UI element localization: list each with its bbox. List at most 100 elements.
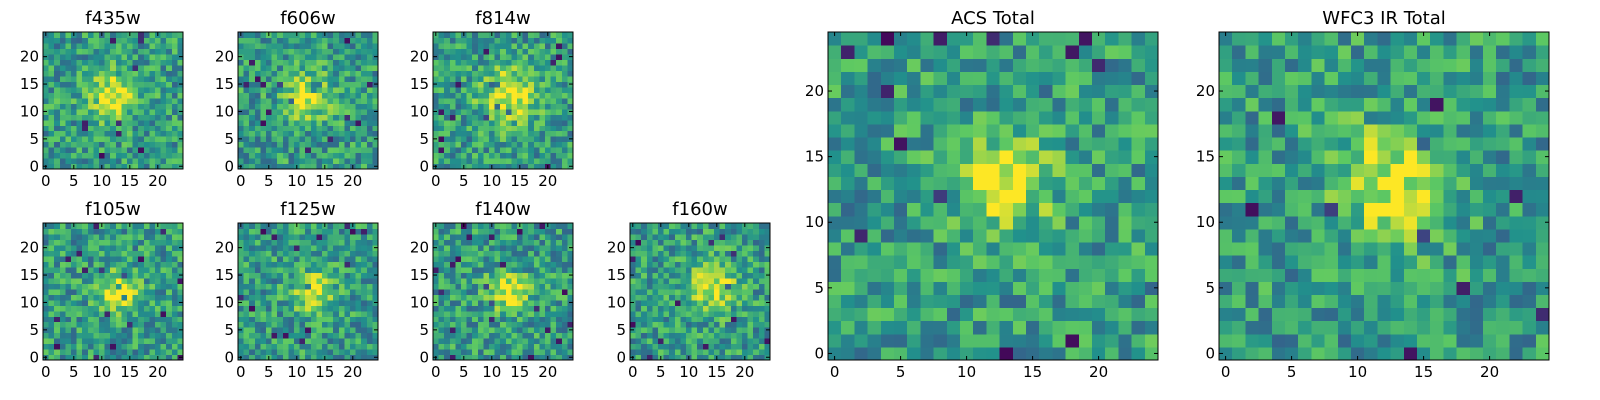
axes-frame (237, 222, 379, 361)
image-cells (238, 223, 379, 361)
x-tick-label: 0 (1221, 363, 1231, 381)
x-tick-label: 20 (148, 363, 167, 381)
x-tick-label: 20 (343, 363, 362, 381)
y-tick-label: 0 (419, 348, 429, 366)
x-tick-label: 15 (1414, 363, 1433, 381)
axes-frame (42, 31, 184, 170)
y-tick-label: 10 (410, 102, 429, 120)
x-tick-label: 10 (1348, 363, 1367, 381)
panel-title: f814w (475, 8, 530, 29)
x-tick-label: 15 (120, 172, 139, 190)
y-tick-label: 0 (814, 344, 824, 362)
x-tick-label: 5 (264, 172, 274, 190)
x-tick-label: 20 (538, 363, 557, 381)
x-tick-label: 20 (343, 172, 362, 190)
panel-title: f160w (672, 199, 727, 220)
x-tick-label: 5 (1287, 363, 1297, 381)
y-tick-label: 15 (410, 75, 429, 93)
x-tick-label: 0 (236, 172, 246, 190)
y-tick-label: 0 (224, 157, 234, 175)
y-tick-label: 15 (20, 75, 39, 93)
panel-acs-total: ACS Total 0 5 10 15 20 0 5 10 15 20 (805, 8, 1159, 381)
image-cells (828, 32, 1159, 361)
y-tick-label: 10 (1196, 213, 1215, 231)
image-cells (43, 223, 184, 361)
y-tick-label: 5 (419, 130, 429, 148)
y-tick-label: 20 (607, 239, 626, 257)
axes-frame (432, 222, 574, 361)
axes-frame (42, 222, 184, 361)
x-tick-label: 10 (482, 172, 501, 190)
x-tick-label: 20 (538, 172, 557, 190)
x-tick-label: 5 (264, 363, 274, 381)
y-tick-label: 5 (814, 279, 824, 297)
axes-frame (432, 31, 574, 170)
axes-frame (827, 31, 1159, 361)
x-tick-label: 10 (482, 363, 501, 381)
image-cells (630, 223, 771, 361)
x-tick-label: 0 (830, 363, 840, 381)
image-cells (238, 32, 379, 170)
x-tick-label: 5 (69, 363, 79, 381)
axes-frame (237, 31, 379, 170)
y-tick-label: 0 (29, 157, 39, 175)
x-tick-label: 5 (459, 363, 469, 381)
y-tick-label: 15 (410, 266, 429, 284)
x-tick-label: 5 (459, 172, 469, 190)
x-tick-label: 10 (957, 363, 976, 381)
x-tick-label: 15 (315, 172, 334, 190)
y-tick-label: 20 (1196, 82, 1215, 100)
x-tick-label: 0 (236, 363, 246, 381)
image-cells (1219, 32, 1550, 361)
image-cells (433, 32, 574, 170)
y-tick-label: 15 (607, 266, 626, 284)
y-tick-label: 0 (616, 348, 626, 366)
y-tick-label: 10 (20, 102, 39, 120)
x-tick-label: 5 (656, 363, 666, 381)
y-tick-label: 5 (29, 321, 39, 339)
y-tick-label: 20 (20, 239, 39, 257)
panel-title: f140w (475, 199, 530, 220)
x-tick-label: 10 (287, 172, 306, 190)
panel-title: f606w (280, 8, 335, 29)
axes-frame (1218, 31, 1550, 361)
x-tick-label: 15 (510, 172, 529, 190)
y-tick-label: 15 (215, 75, 234, 93)
y-tick-label: 0 (29, 348, 39, 366)
y-tick-label: 10 (607, 293, 626, 311)
y-tick-label: 10 (410, 293, 429, 311)
image-cells (433, 223, 574, 361)
x-tick-label: 0 (628, 363, 638, 381)
y-tick-label: 20 (20, 48, 39, 66)
y-tick-label: 20 (215, 48, 234, 66)
x-tick-label: 15 (510, 363, 529, 381)
y-tick-label: 10 (215, 102, 234, 120)
x-tick-label: 0 (41, 172, 51, 190)
x-tick-label: 10 (92, 363, 111, 381)
x-tick-label: 5 (69, 172, 79, 190)
panel-title: f435w (85, 8, 140, 29)
panel-title: f125w (280, 199, 335, 220)
x-tick-label: 15 (120, 363, 139, 381)
y-tick-label: 10 (20, 293, 39, 311)
y-tick-label: 5 (29, 130, 39, 148)
y-tick-label: 5 (224, 130, 234, 148)
x-tick-label: 20 (148, 172, 167, 190)
x-tick-label: 15 (707, 363, 726, 381)
y-tick-label: 15 (20, 266, 39, 284)
y-tick-label: 5 (616, 321, 626, 339)
y-tick-label: 10 (215, 293, 234, 311)
x-tick-label: 0 (431, 172, 441, 190)
y-tick-label: 20 (805, 82, 824, 100)
y-tick-label: 0 (1205, 344, 1215, 362)
y-tick-label: 20 (410, 239, 429, 257)
y-tick-label: 0 (224, 348, 234, 366)
x-tick-label: 20 (1480, 363, 1499, 381)
